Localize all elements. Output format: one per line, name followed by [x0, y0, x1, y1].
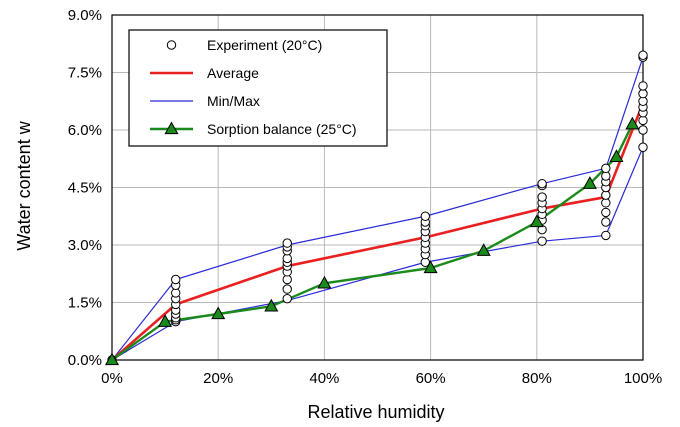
- experiment-point: [171, 288, 181, 298]
- series-layer: [104, 50, 648, 366]
- experiment-point: [537, 236, 547, 246]
- experiment-point: [282, 284, 292, 294]
- plot-frame: [111, 14, 644, 361]
- sorption-marker: [317, 275, 332, 289]
- experiment-point: [537, 178, 547, 189]
- experiment-point: [282, 253, 292, 264]
- y-tick-label: 4.5%: [68, 180, 102, 197]
- sorption-marker: [625, 116, 640, 130]
- legend-circle-icon: [166, 40, 177, 50]
- legend: Experiment (20°C) Average Min/Max Sorption …: [128, 29, 388, 147]
- experiment-point: [537, 192, 547, 202]
- experiment-point: [601, 198, 611, 208]
- experiment-point: [601, 207, 611, 218]
- experiment-point: [638, 88, 648, 99]
- y-tick-label: 6.0%: [68, 122, 102, 139]
- y-tick-label: 1.5%: [68, 295, 102, 312]
- y-tick-label: 7.5%: [68, 65, 102, 82]
- experiment-point: [601, 217, 611, 227]
- experiment-point: [638, 50, 648, 60]
- axis-ticks: 0% 20% 40% 60% 80% 100% 0.0% 1.5% 3.0% 4.5% 6.0% 7.…: [68, 7, 662, 387]
- sorption-marker: [529, 214, 544, 228]
- x-tick-label: 40%: [309, 370, 339, 387]
- legend-label: Min/Max: [207, 93, 260, 109]
- sorption-marker: [476, 243, 491, 256]
- experiment-point: [638, 142, 648, 152]
- y-tick-label: 3.0%: [68, 237, 102, 254]
- sorption-marker: [582, 176, 597, 189]
- experiment-point: [601, 190, 611, 200]
- x-tick-label: 100%: [624, 370, 662, 387]
- experiment-point: [638, 125, 648, 135]
- experiment-point: [171, 274, 181, 285]
- plot-border: [111, 14, 644, 361]
- experiment-point: [420, 211, 430, 221]
- legend-triangle-icon: [164, 121, 179, 135]
- sorption-marker: [264, 298, 279, 312]
- x-tick-label: 20%: [203, 370, 233, 387]
- y-axis-label: Water content w: [14, 120, 34, 250]
- y-tick-label: 9.0%: [68, 7, 102, 24]
- legend-label: Average: [207, 65, 259, 81]
- x-tick-label: 60%: [416, 370, 446, 387]
- legend-label: Sorption balance (25°C): [207, 121, 357, 137]
- experiment-point: [282, 293, 292, 304]
- sorption-marker: [423, 260, 438, 274]
- sorption-marker: [211, 306, 226, 320]
- experiment-point: [601, 163, 611, 174]
- experiment-point: [638, 96, 648, 106]
- legend-label: Experiment (20°C): [207, 37, 322, 53]
- experiment-point: [638, 115, 648, 126]
- experiment-point: [601, 171, 611, 181]
- sorption-line: [111, 123, 634, 361]
- y-tick-label: 0.0%: [68, 352, 102, 369]
- experiment-point: [282, 238, 292, 248]
- x-tick-label: 80%: [522, 370, 552, 387]
- x-tick-label: 0%: [101, 370, 123, 387]
- experiment-point: [638, 81, 648, 91]
- sorption-marker: [609, 149, 624, 163]
- x-axis-label: Relative humidity: [307, 402, 444, 422]
- sorption-marker: [158, 314, 173, 327]
- experiment-point: [282, 274, 292, 285]
- experiment-point: [601, 230, 611, 241]
- sorption-marker: [104, 352, 120, 366]
